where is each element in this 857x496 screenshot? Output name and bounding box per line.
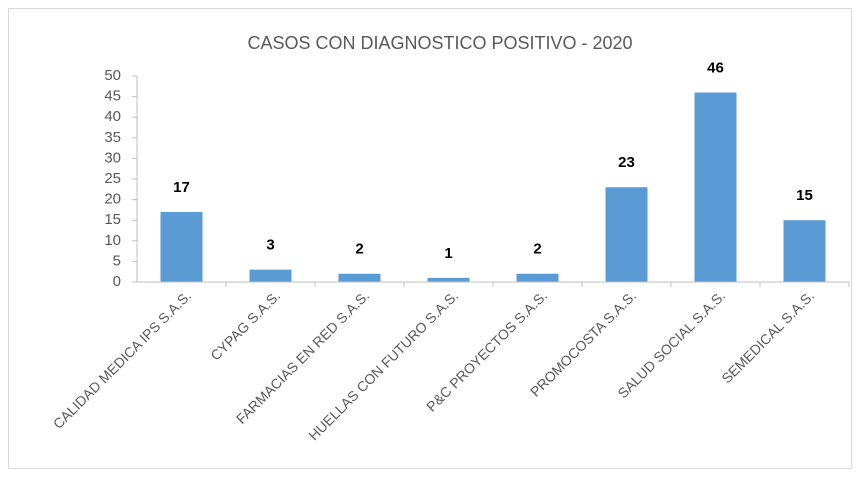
bar [338,273,381,282]
data-label: 2 [355,241,363,258]
y-tick-label: 10 [104,232,121,249]
data-label: 2 [533,241,541,258]
data-label: 1 [444,245,452,262]
y-tick-label: 45 [104,88,121,105]
data-label: 23 [618,154,635,171]
data-label: 17 [173,179,190,196]
y-tick-label: 0 [113,273,121,290]
data-label: 15 [796,187,813,204]
bar [160,211,203,282]
y-tick-label: 5 [113,252,121,269]
data-label: 46 [707,59,724,76]
bar [249,269,292,282]
chart-title: CASOS CON DIAGNOSTICO POSITIVO - 2020 [247,33,632,53]
bar [427,277,470,282]
bar [516,273,559,282]
y-tick-label: 30 [104,149,121,166]
y-tick-label: 15 [104,211,121,228]
y-tick-label: 25 [104,170,121,187]
y-tick-label: 35 [104,129,121,146]
data-label: 3 [266,237,274,254]
bar [783,220,826,282]
y-tick-label: 20 [104,191,121,208]
bar [694,92,737,282]
y-tick-label: 40 [104,108,121,125]
bar [605,187,648,282]
y-tick-label: 50 [104,67,121,84]
